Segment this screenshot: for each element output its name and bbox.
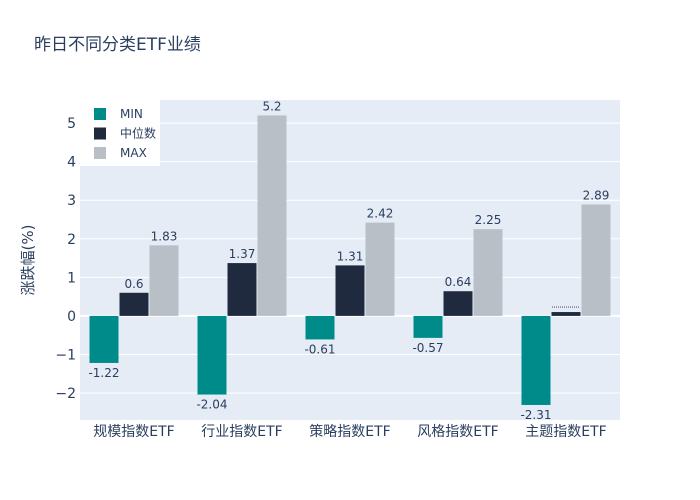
bar-max[interactable] bbox=[473, 229, 503, 316]
data-label: -2.04 bbox=[196, 398, 227, 412]
bar-max[interactable] bbox=[149, 245, 179, 316]
data-label: 0.64 bbox=[445, 275, 472, 289]
legend-swatch[interactable] bbox=[94, 108, 106, 120]
data-label: 2.25 bbox=[475, 213, 502, 227]
bar-min[interactable] bbox=[305, 315, 335, 340]
y-tick-label: 3 bbox=[67, 193, 76, 209]
chart-title: 昨日不同分类ETF业绩 bbox=[34, 35, 201, 55]
legend-swatch[interactable] bbox=[94, 127, 106, 140]
y-tick-label: −1 bbox=[55, 347, 76, 363]
bar-min[interactable] bbox=[197, 315, 227, 395]
bar-min[interactable] bbox=[89, 315, 119, 363]
x-axis-ticks: 规模指数ETF 行业指数ETF 策略指数ETF 风格指数ETF 主题指数ETF bbox=[93, 423, 606, 440]
y-axis-ticks: −2 −1 0 1 2 3 4 5 bbox=[55, 116, 76, 402]
data-label: 1.83 bbox=[151, 229, 178, 243]
legend-background bbox=[80, 100, 160, 166]
legend-swatch[interactable] bbox=[94, 147, 106, 159]
x-tick-label: 风格指数ETF bbox=[417, 424, 498, 440]
data-label: -1.22 bbox=[88, 366, 119, 380]
data-label: 2.89 bbox=[583, 188, 610, 202]
bar-max[interactable] bbox=[257, 115, 287, 316]
y-tick-label: 1 bbox=[67, 270, 76, 286]
bar-min[interactable] bbox=[521, 315, 551, 405]
legend-label[interactable]: 中位数 bbox=[120, 126, 156, 141]
y-tick-label: −2 bbox=[55, 386, 76, 402]
y-tick-label: 2 bbox=[67, 232, 76, 248]
data-label: 0.6 bbox=[124, 277, 143, 291]
y-tick-label: 0 bbox=[67, 309, 76, 325]
y-tick-label: 5 bbox=[67, 116, 76, 132]
x-tick-label: 策略指数ETF bbox=[309, 423, 390, 440]
bar-median[interactable] bbox=[335, 265, 365, 316]
y-tick-label: 4 bbox=[67, 155, 76, 171]
data-label: -0.57 bbox=[412, 341, 443, 355]
legend[interactable]: MIN 中位数 MAX bbox=[80, 100, 160, 166]
x-tick-label: 主题指数ETF bbox=[525, 424, 606, 440]
data-label: 2.42 bbox=[367, 207, 394, 221]
legend-label[interactable]: MIN bbox=[120, 107, 143, 121]
data-label: -2.31 bbox=[520, 408, 551, 422]
bar-median[interactable] bbox=[551, 312, 581, 316]
data-labels: -1.22 0.6 1.83 -2.04 1.37 5.2 -0.61 1.31 2.42 -0.… bbox=[88, 99, 609, 422]
bar-min[interactable] bbox=[413, 315, 443, 338]
bars bbox=[89, 115, 611, 405]
bar-max[interactable] bbox=[365, 222, 395, 316]
x-tick-label: 行业指数ETF bbox=[201, 424, 282, 440]
x-tick-label: 规模指数ETF bbox=[93, 424, 174, 440]
y-axis-label: 涨跌幅(%) bbox=[19, 225, 37, 296]
data-label: 1.37 bbox=[229, 247, 256, 261]
data-label: -0.61 bbox=[304, 342, 335, 356]
bar-median[interactable] bbox=[119, 292, 149, 316]
data-label: 5.2 bbox=[262, 99, 281, 113]
bar-median[interactable] bbox=[227, 263, 257, 316]
bar-max[interactable] bbox=[581, 204, 611, 316]
legend-label[interactable]: MAX bbox=[120, 146, 147, 160]
bar-median[interactable] bbox=[443, 291, 473, 316]
data-label: 1.31 bbox=[337, 249, 364, 263]
